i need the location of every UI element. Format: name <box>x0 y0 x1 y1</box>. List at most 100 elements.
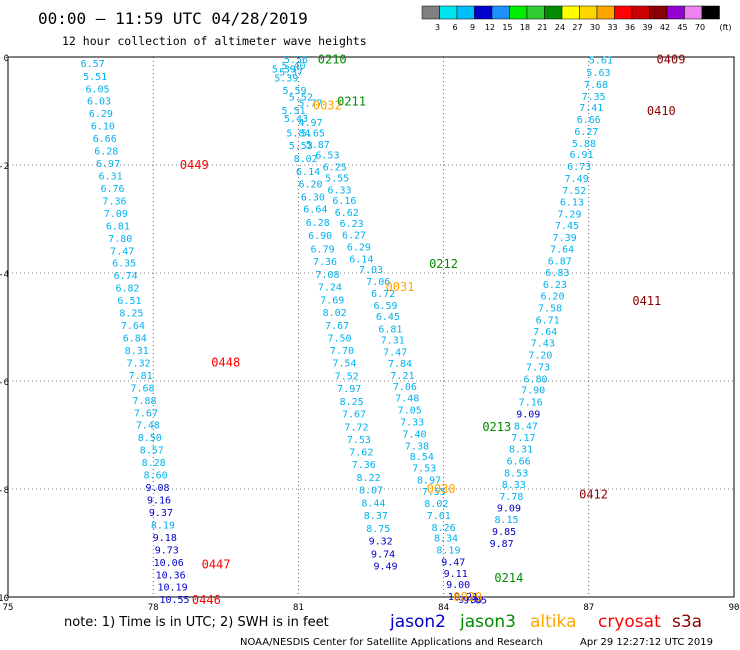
pass-label: 0446 <box>192 593 221 607</box>
swh-point-cryosat: 8.33 <box>502 480 526 491</box>
swh-point-cryosat: 6.91 <box>569 150 593 161</box>
swh-point-jason3: 6.28 <box>306 218 330 229</box>
swh-point-jason3: 7.84 <box>388 359 412 370</box>
swh-point-jason2: 6.57 <box>81 59 105 70</box>
swh-point-cryosat: 6.83 <box>545 268 569 279</box>
swh-point-jason3: 7.21 <box>390 371 414 382</box>
swh-point-jason3: 9.80 <box>458 595 482 606</box>
footer-timestamp: Apr 29 12:27:12 UTC 2019 <box>580 637 713 648</box>
swh-point-jason2: 6.97 <box>96 159 120 170</box>
swh-point-jason3: 7.52 <box>335 372 359 383</box>
swh-point-jason2: 6.31 <box>99 171 123 182</box>
pass-label: 0409 <box>657 53 686 67</box>
colorbar-swatch <box>526 5 545 20</box>
swh-point-jason3: 6.79 <box>311 245 335 256</box>
swh-point-jason2: 6.76 <box>100 184 124 195</box>
swh-point-cryosat: 7.90 <box>521 386 545 397</box>
swh-point-jason3: 7.61 <box>427 511 451 522</box>
swh-point-jason3: 9.74 <box>371 549 395 560</box>
swh-point-jason3: 8.19 <box>436 545 460 556</box>
legend-altika: altika <box>530 612 577 632</box>
swh-point-jason2: 8.60 <box>144 470 168 481</box>
swh-point-cryosat: 7.35 <box>582 92 606 103</box>
y-tick-label: -8 <box>0 486 9 496</box>
pass-label: 0412 <box>579 487 608 501</box>
colorbar-label: 42 <box>660 23 670 32</box>
swh-point-cryosat: 7.29 <box>557 210 581 221</box>
swh-point-jason2: 5.51 <box>83 72 107 83</box>
swh-point-jason3: 7.33 <box>400 418 424 429</box>
swh-point-jason3: 7.38 <box>405 441 429 452</box>
swh-point-cryosat: 6.73 <box>567 162 591 173</box>
pass-label: 0214 <box>494 571 523 585</box>
swh-point-cryosat: 8.47 <box>514 421 538 432</box>
colorbar-label: 24 <box>555 23 565 32</box>
colorbar-swatch <box>701 5 720 20</box>
swh-point-jason3: 6.14 <box>296 167 320 178</box>
swh-point-jason3: 8.75 <box>366 524 390 535</box>
colorbar-label: 12 <box>485 23 495 32</box>
swh-point-jason2: 8.25 <box>119 308 143 319</box>
swh-point-jason3: 6.72 <box>371 289 395 300</box>
x-tick-label: 81 <box>293 603 304 613</box>
swh-point-jason3: 7.55 <box>422 487 446 498</box>
swh-point-cryosat: 6.71 <box>536 315 560 326</box>
swh-point-cryosat: 7.73 <box>526 362 550 373</box>
swh-point-jason3: 6.29 <box>347 243 371 254</box>
swh-point-cryosat: 7.45 <box>555 221 579 232</box>
pass-label: 0210 <box>318 53 347 67</box>
swh-point-jason3: 7.47 <box>383 347 407 358</box>
swh-point-cryosat: 6.23 <box>543 280 567 291</box>
swh-values: 6.575.516.056.036.296.106.666.286.976.31… <box>81 55 613 607</box>
pass-label: 0410 <box>647 104 676 118</box>
swh-point-jason2: 7.67 <box>134 408 158 419</box>
pass-label: 0448 <box>211 356 240 370</box>
chart-subtitle: 12 hour collection of altimeter wave hei… <box>62 34 367 48</box>
plot-border <box>7 56 735 598</box>
swh-point-jason3: 5.43 <box>284 114 308 125</box>
swh-point-jason2: 6.81 <box>106 221 130 232</box>
colorbar-label: 33 <box>607 23 617 32</box>
footer-note: note: 1) Time is in UTC; 2) SWH is in fe… <box>64 615 329 630</box>
swh-point-jason3: 6.45 <box>376 312 400 323</box>
swh-point-jason3: 5.55 <box>325 173 349 184</box>
swh-point-jason2: 8.57 <box>140 446 164 457</box>
swh-point-cryosat: 7.20 <box>528 351 552 362</box>
swh-point-jason2: 6.84 <box>123 333 147 344</box>
swh-point-jason2: 6.82 <box>116 284 140 295</box>
pass-label: 0032 <box>313 99 342 113</box>
colorbar-swatch <box>631 5 650 20</box>
swh-point-cryosat: 9.09 <box>516 409 540 420</box>
swh-point-jason2: 6.05 <box>85 84 109 95</box>
swh-point-jason2: 7.80 <box>108 234 132 245</box>
colorbar-label: 30 <box>590 23 600 32</box>
colorbar-label: 9 <box>470 23 475 32</box>
swh-point-cryosat: 7.16 <box>519 398 543 409</box>
pass-label: 0211 <box>337 94 366 108</box>
pass-label: 0449 <box>180 158 209 172</box>
swh-point-jason2: 8.50 <box>138 433 162 444</box>
legend-jason3: jason3 <box>459 612 516 632</box>
swh-point-jason2: 6.29 <box>89 109 113 120</box>
swh-point-cryosat: 7.52 <box>562 186 586 197</box>
y-tick-label: 0 <box>4 54 9 64</box>
swh-point-jason3: 5.77 <box>298 98 322 109</box>
swh-point-jason3: 5.84 <box>286 129 310 140</box>
swh-point-jason3: 9.05 <box>463 596 487 607</box>
swh-point-cryosat: 7.64 <box>550 245 574 256</box>
swh-point-jason2: 9.73 <box>155 545 179 556</box>
swh-point-jason2: 7.88 <box>132 396 156 407</box>
swh-point-jason3: 5.51 <box>282 106 306 117</box>
swh-point-jason3: 8.34 <box>434 534 458 545</box>
colorbar-swatch <box>491 5 510 20</box>
swh-point-jason3: 7.62 <box>349 448 373 459</box>
swh-point-jason3: 9.49 <box>373 562 397 573</box>
colorbar-swatch <box>579 5 598 20</box>
swh-point-jason3: 7.31 <box>381 335 405 346</box>
swh-point-jason2: 7.68 <box>131 383 155 394</box>
pass-label: 0213 <box>482 420 511 434</box>
swh-point-jason3: 8.97 <box>417 475 441 486</box>
swh-point-jason3: 6.27 <box>342 231 366 242</box>
swh-point-jason3: 6.59 <box>373 301 397 312</box>
colorbar-label: 70 <box>695 23 705 32</box>
